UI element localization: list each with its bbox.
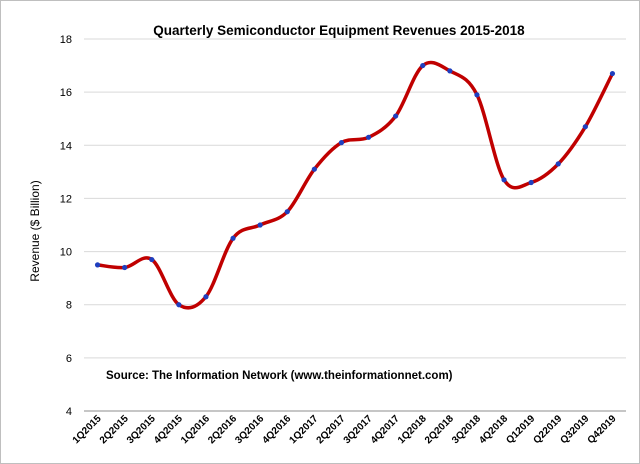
x-tick-label: Q42019: [586, 413, 619, 446]
x-tick-label: 3Q2016: [233, 413, 266, 446]
series-line: [95, 60, 615, 310]
data-point: [149, 256, 155, 263]
y-axis-ticks: 4 6 8 10 12 14 16 18: [60, 34, 72, 418]
y-axis-label: Revenue ($ Billion): [28, 180, 42, 281]
data-point: [609, 70, 616, 77]
x-tick-label: 3Q2015: [125, 413, 158, 446]
x-tick-label: Q12019: [504, 413, 537, 446]
chart-title: Quarterly Semiconductor Equipment Revenu…: [153, 23, 525, 38]
data-point: [284, 209, 290, 215]
x-tick-label: 4Q2017: [369, 413, 402, 446]
y-tick-label: 6: [66, 353, 72, 365]
data-point: [230, 235, 236, 241]
y-tick-label: 12: [60, 193, 72, 205]
x-tick-label: 2Q2015: [98, 413, 131, 446]
data-point: [420, 62, 426, 69]
x-tick-label: 1Q2018: [396, 413, 429, 446]
data-point: [447, 68, 453, 74]
data-point: [257, 222, 263, 228]
x-tick-label: 2Q2018: [423, 413, 456, 446]
x-tick-label: 1Q2017: [288, 413, 321, 446]
x-tick-label: Q32019: [559, 413, 592, 446]
x-tick-label: 1Q2016: [179, 413, 212, 446]
data-point: [338, 140, 345, 146]
data-point: [555, 161, 561, 167]
source-annotation: Source: The Information Network (www.the…: [106, 370, 453, 382]
data-point: [501, 177, 507, 183]
data-point: [582, 124, 588, 130]
x-tick-label: Q22019: [531, 413, 564, 446]
y-tick-label: 18: [60, 34, 72, 46]
x-tick-label: 3Q2018: [450, 413, 483, 446]
x-tick-label: 1Q2015: [71, 413, 104, 446]
data-point: [311, 166, 317, 172]
y-tick-label: 16: [60, 87, 72, 99]
x-tick-label: 2Q2017: [315, 413, 348, 446]
x-tick-label: 2Q2016: [206, 413, 239, 446]
data-point: [365, 134, 372, 140]
x-tick-label: 4Q2018: [477, 413, 510, 446]
y-tick-label: 8: [66, 300, 72, 312]
data-point: [203, 294, 209, 300]
series-group: [94, 60, 616, 310]
x-tick-label: 3Q2017: [342, 413, 375, 446]
x-axis-ticks: 1Q20152Q20153Q20154Q20151Q20162Q20163Q20…: [71, 413, 619, 446]
gridlines: [84, 38, 626, 412]
y-tick-label: 14: [60, 140, 72, 152]
data-point: [94, 262, 101, 268]
x-tick-label: 4Q2015: [152, 413, 185, 446]
data-point: [474, 92, 480, 98]
x-tick-label: 4Q2016: [260, 413, 293, 446]
data-point: [528, 179, 534, 186]
y-tick-label: 10: [60, 247, 72, 259]
data-point: [176, 302, 182, 308]
data-point: [393, 113, 399, 119]
data-point: [122, 264, 128, 271]
y-tick-label: 4: [66, 406, 72, 418]
